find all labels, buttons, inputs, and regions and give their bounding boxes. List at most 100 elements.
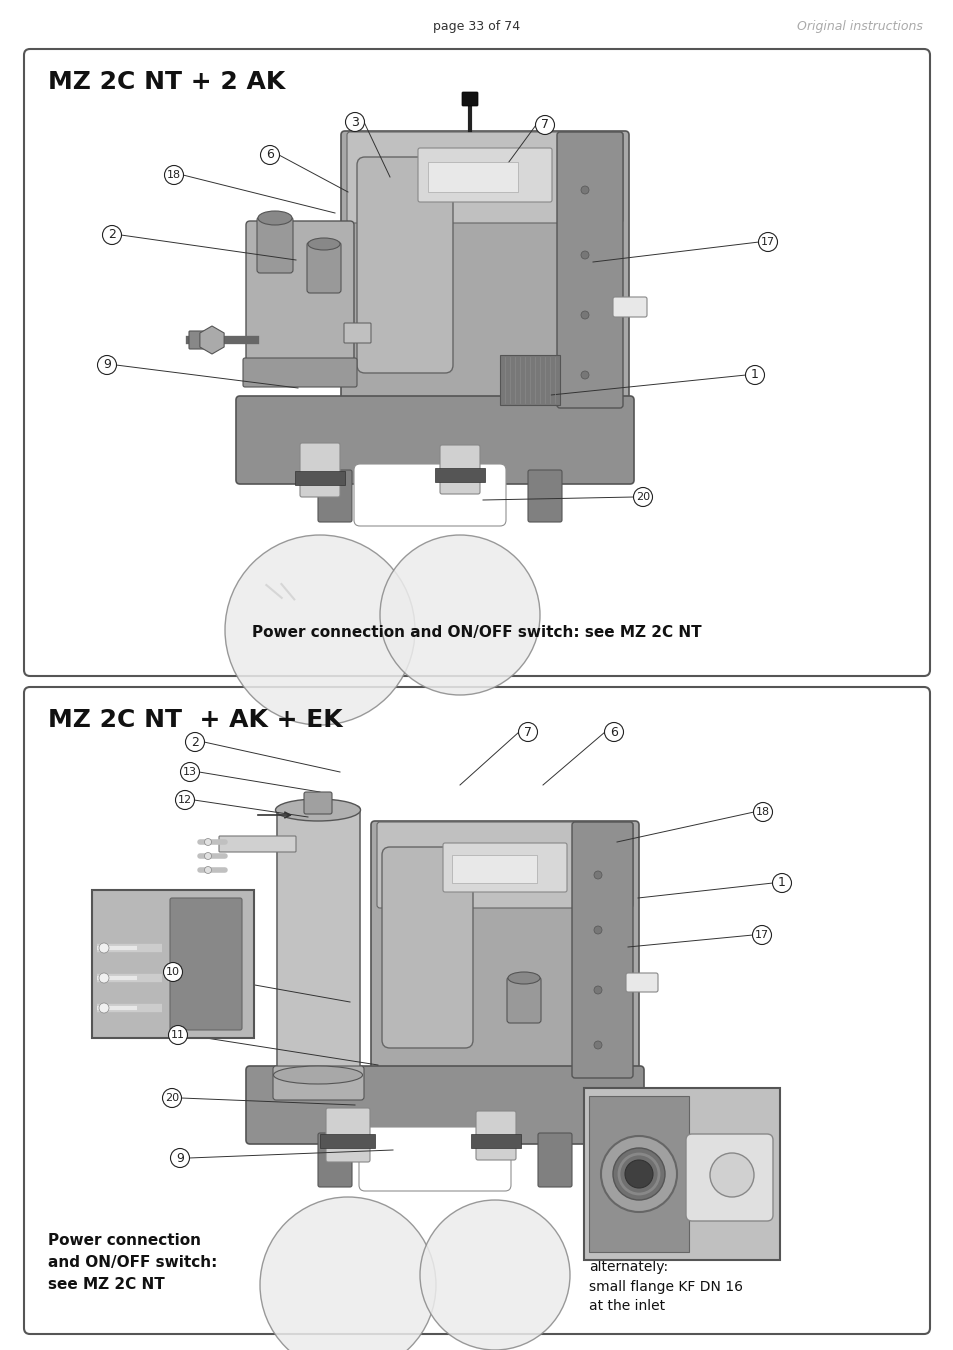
Circle shape <box>99 973 109 983</box>
Text: 6: 6 <box>609 725 618 738</box>
Circle shape <box>752 926 771 945</box>
Text: 9: 9 <box>176 1152 184 1165</box>
Circle shape <box>772 873 791 892</box>
Ellipse shape <box>257 211 292 225</box>
FancyBboxPatch shape <box>452 855 537 883</box>
Text: 13: 13 <box>183 767 196 778</box>
FancyBboxPatch shape <box>307 242 340 293</box>
Text: MZ 2C NT + 2 AK: MZ 2C NT + 2 AK <box>48 70 285 95</box>
Circle shape <box>260 146 279 165</box>
Text: 1: 1 <box>750 369 759 382</box>
Circle shape <box>613 1148 664 1200</box>
Circle shape <box>99 944 109 953</box>
FancyBboxPatch shape <box>189 331 215 350</box>
FancyBboxPatch shape <box>583 1088 780 1260</box>
Text: MZ 2C NT  + AK + EK: MZ 2C NT + AK + EK <box>48 707 342 732</box>
Circle shape <box>594 986 601 994</box>
FancyBboxPatch shape <box>24 687 929 1334</box>
FancyBboxPatch shape <box>24 49 929 676</box>
FancyBboxPatch shape <box>319 1134 375 1148</box>
Text: 1: 1 <box>778 876 785 890</box>
Circle shape <box>580 310 588 319</box>
Text: Power connection
and ON/OFF switch:
see MZ 2C NT: Power connection and ON/OFF switch: see … <box>48 1233 217 1292</box>
FancyBboxPatch shape <box>358 1127 511 1191</box>
FancyBboxPatch shape <box>476 1111 516 1160</box>
Circle shape <box>175 791 194 810</box>
FancyBboxPatch shape <box>461 92 477 107</box>
Circle shape <box>594 871 601 879</box>
Circle shape <box>164 166 183 185</box>
Circle shape <box>185 733 204 752</box>
Circle shape <box>594 926 601 934</box>
FancyBboxPatch shape <box>572 822 633 1079</box>
FancyBboxPatch shape <box>246 221 354 369</box>
FancyBboxPatch shape <box>499 355 559 405</box>
FancyBboxPatch shape <box>304 792 332 814</box>
Ellipse shape <box>308 238 339 250</box>
FancyBboxPatch shape <box>371 821 639 1079</box>
FancyBboxPatch shape <box>219 836 295 852</box>
Text: 9: 9 <box>103 359 111 371</box>
Circle shape <box>633 487 652 506</box>
Text: 18: 18 <box>167 170 181 180</box>
Text: 7: 7 <box>523 725 532 738</box>
Circle shape <box>518 722 537 741</box>
Circle shape <box>580 186 588 194</box>
Circle shape <box>204 838 212 845</box>
Circle shape <box>163 963 182 981</box>
FancyBboxPatch shape <box>276 806 359 1079</box>
Circle shape <box>535 116 554 135</box>
Circle shape <box>345 112 364 131</box>
Circle shape <box>102 225 121 244</box>
Text: 20: 20 <box>165 1094 179 1103</box>
FancyBboxPatch shape <box>317 1133 352 1187</box>
Ellipse shape <box>275 799 360 821</box>
Text: 17: 17 <box>754 930 768 940</box>
Circle shape <box>744 366 763 385</box>
Text: 11: 11 <box>171 1030 185 1040</box>
Circle shape <box>169 1026 188 1045</box>
FancyBboxPatch shape <box>256 217 293 273</box>
Circle shape <box>419 1200 569 1350</box>
FancyBboxPatch shape <box>442 842 566 892</box>
FancyBboxPatch shape <box>435 468 484 482</box>
FancyBboxPatch shape <box>91 890 253 1038</box>
FancyBboxPatch shape <box>537 1133 572 1187</box>
FancyBboxPatch shape <box>294 471 345 485</box>
Text: Original instructions: Original instructions <box>797 20 923 32</box>
Text: alternately:
small flange KF DN 16
at the inlet: alternately: small flange KF DN 16 at th… <box>588 1260 742 1314</box>
FancyBboxPatch shape <box>625 973 658 992</box>
FancyBboxPatch shape <box>273 1066 364 1100</box>
Circle shape <box>709 1153 753 1197</box>
Text: 20: 20 <box>636 491 649 502</box>
FancyBboxPatch shape <box>347 132 622 223</box>
FancyBboxPatch shape <box>299 443 339 497</box>
Text: 17: 17 <box>760 238 774 247</box>
FancyBboxPatch shape <box>246 1066 643 1143</box>
FancyBboxPatch shape <box>243 358 356 387</box>
Text: 18: 18 <box>755 807 769 817</box>
FancyBboxPatch shape <box>588 1096 688 1251</box>
Ellipse shape <box>274 1066 362 1084</box>
Text: 2: 2 <box>108 228 116 242</box>
FancyBboxPatch shape <box>471 1134 520 1148</box>
Circle shape <box>753 802 772 822</box>
FancyBboxPatch shape <box>527 470 561 522</box>
Circle shape <box>580 251 588 259</box>
FancyBboxPatch shape <box>506 977 540 1023</box>
Circle shape <box>204 852 212 860</box>
Text: 12: 12 <box>178 795 192 805</box>
Circle shape <box>594 1041 601 1049</box>
Circle shape <box>379 535 539 695</box>
Circle shape <box>624 1160 652 1188</box>
Circle shape <box>99 1003 109 1012</box>
FancyBboxPatch shape <box>557 132 622 408</box>
FancyBboxPatch shape <box>356 157 453 373</box>
Circle shape <box>204 867 212 873</box>
FancyBboxPatch shape <box>170 898 242 1030</box>
Text: 2: 2 <box>191 736 199 748</box>
FancyBboxPatch shape <box>326 1108 370 1162</box>
FancyBboxPatch shape <box>344 323 371 343</box>
Circle shape <box>180 763 199 782</box>
Text: page 33 of 74: page 33 of 74 <box>433 20 520 32</box>
